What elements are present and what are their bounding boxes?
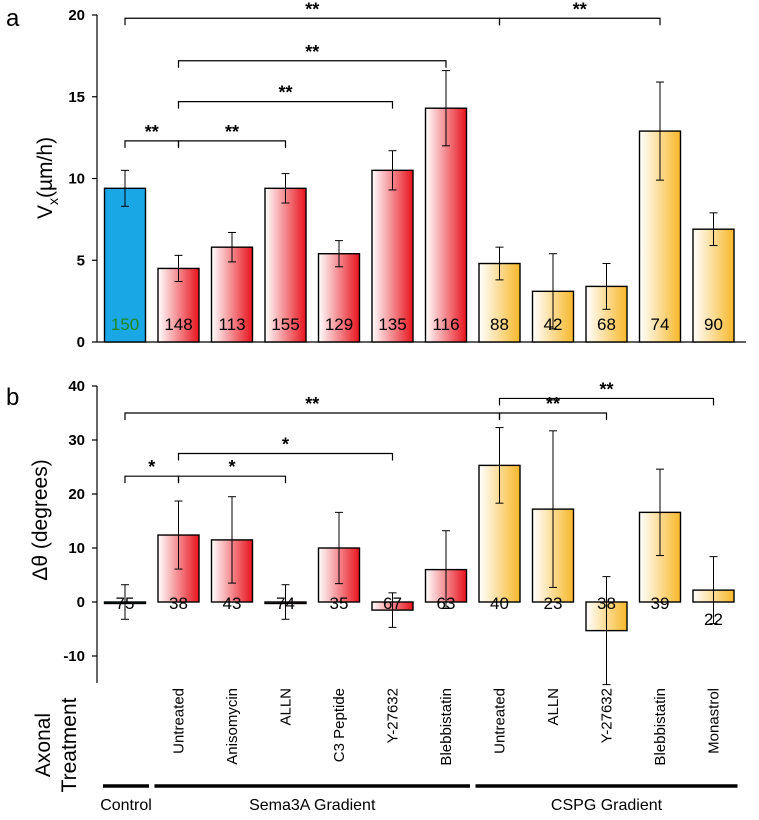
category-label: Blebbistatin <box>438 688 455 766</box>
category-label: Blebbistatin <box>652 688 669 766</box>
category-label: Untreated <box>171 688 188 754</box>
y-tick-label: -10 <box>63 648 85 665</box>
y-tick-label: 20 <box>68 7 85 24</box>
n-label: 150 <box>111 315 139 334</box>
category-label: Anisomycin <box>224 688 241 765</box>
significance-bracket <box>124 140 180 148</box>
significance-bracket <box>177 140 287 148</box>
significance-bracket <box>124 17 501 26</box>
n-label: 22 <box>704 610 723 629</box>
panel-a-ylabel: Vx(µm/h) <box>34 137 61 219</box>
bar-3 <box>210 246 254 343</box>
category-label: Y-27632 <box>599 688 616 743</box>
y-tick-label: 10 <box>68 540 85 557</box>
significance-label: ** <box>599 379 613 399</box>
group-label: CSPG Gradient <box>551 797 663 814</box>
y-tick-label: 20 <box>68 486 85 503</box>
n-label: 67 <box>383 594 402 613</box>
y-tick-label: 0 <box>77 334 85 351</box>
category-label: ALLN <box>545 688 562 726</box>
bar-7 <box>424 107 468 343</box>
n-label: 148 <box>164 315 192 334</box>
group-label: Control <box>100 797 152 814</box>
significance-label: ** <box>225 122 239 142</box>
n-label: 35 <box>330 594 349 613</box>
significance-bracket <box>177 475 287 484</box>
n-label: 23 <box>544 594 563 613</box>
n-label: 42 <box>544 315 563 334</box>
n-label: 113 <box>218 315 245 334</box>
significance-label: ** <box>305 0 319 19</box>
n-label: 75 <box>116 594 135 613</box>
significance-label: ** <box>278 83 292 103</box>
n-label: 135 <box>378 315 406 334</box>
significance-bracket <box>124 412 501 420</box>
treatment-axis-title: Axonal <box>32 713 55 777</box>
n-label: 88 <box>490 315 509 334</box>
significance-bracket <box>124 475 180 484</box>
n-label: 74 <box>276 594 295 613</box>
n-label: 90 <box>704 315 723 334</box>
category-label: Y-27632 <box>385 688 402 743</box>
bar-12 <box>692 228 735 343</box>
n-label: 116 <box>432 315 459 334</box>
significance-label: ** <box>145 122 159 142</box>
n-label: 129 <box>325 315 353 334</box>
n-label: 43 <box>223 594 242 613</box>
panel-a-letter: a <box>6 5 20 32</box>
significance-bracket <box>498 412 608 420</box>
category-labels: Untreated Anisomycin ALLN C3 Peptide Y-27632… <box>171 688 723 766</box>
n-label: 68 <box>597 315 616 334</box>
significance-bracket <box>177 60 447 68</box>
panel-b-letter: b <box>6 384 19 411</box>
panel-a-chart: 0 5 10 15 20 150 148 113 155 129 135 116 88 42 68 74 90 *… <box>68 0 746 351</box>
significance-label: * <box>282 435 289 455</box>
significance-bracket <box>177 452 394 461</box>
significance-bracket <box>498 397 715 406</box>
y-tick-label: 15 <box>68 89 85 106</box>
bar-1 <box>103 187 147 343</box>
significance-label: ** <box>573 0 587 19</box>
n-label: 63 <box>437 594 456 613</box>
n-label: 40 <box>490 594 509 613</box>
significance-label: ** <box>305 394 319 414</box>
group-brackets: Control Sema3A Gradient CSPG Gradient <box>100 784 738 814</box>
panel-b-ylabel: Δθ (degrees) <box>29 459 52 580</box>
significance-label: * <box>148 457 155 477</box>
bar-4 <box>264 187 307 343</box>
n-label: 39 <box>651 594 670 613</box>
category-label: Untreated <box>492 688 509 754</box>
n-label: 38 <box>169 594 188 613</box>
category-label: ALLN <box>278 688 295 726</box>
bar-5 <box>317 253 361 343</box>
n-label: 74 <box>651 315 670 334</box>
y-tick-label: 40 <box>68 378 85 395</box>
significance-label: * <box>228 457 235 477</box>
bar-8 <box>478 464 521 603</box>
y-tick-label: 10 <box>68 171 85 188</box>
group-label: Sema3A Gradient <box>249 797 376 814</box>
y-tick-label: 0 <box>77 594 85 611</box>
y-tick-label: 30 <box>68 432 85 449</box>
significance-bracket <box>498 17 661 26</box>
bar-6 <box>371 169 414 343</box>
y-tick-label: 5 <box>77 252 85 269</box>
category-label: C3 Peptide <box>331 688 348 762</box>
n-label: 155 <box>271 315 299 334</box>
significance-bracket <box>177 101 394 109</box>
n-label: 38 <box>597 594 616 613</box>
treatment-axis-title-line2: Treatment <box>58 697 81 792</box>
significance-label: ** <box>305 42 319 62</box>
significance-label: ** <box>546 394 560 414</box>
category-label: Monastrol <box>706 688 723 754</box>
